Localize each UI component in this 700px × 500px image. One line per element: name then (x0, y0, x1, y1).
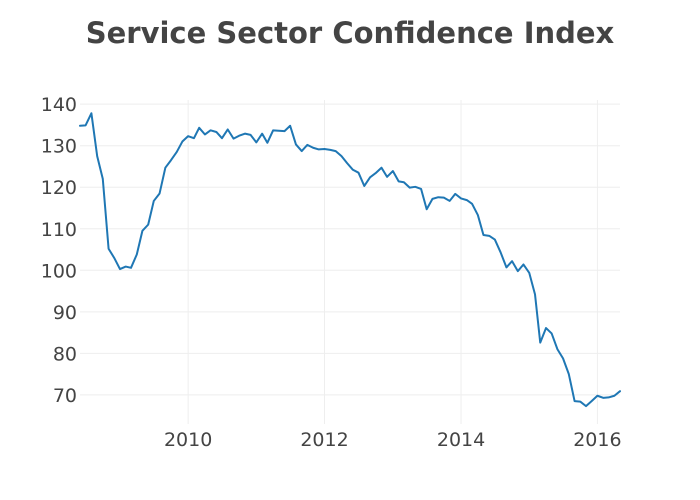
y-tick-label: 120 (41, 177, 77, 199)
y-axis-tick-labels: 70 80 90 100 110 120 130 140 (41, 94, 77, 407)
x-tick-label: 2010 (164, 429, 212, 451)
y-tick-label: 70 (53, 385, 77, 407)
x-tick-label: 2016 (573, 429, 621, 451)
chart-title: Service Sector Confidence Index (85, 16, 615, 50)
y-tick-label: 110 (41, 219, 77, 241)
y-tick-label: 80 (53, 343, 77, 365)
x-gridlines (187, 100, 598, 424)
series-group (79, 112, 621, 408)
x-axis-tick-labels: 2010 2012 2014 2016 (164, 429, 622, 451)
x-tick-label: 2014 (437, 429, 485, 451)
y-tick-label: 100 (41, 260, 77, 282)
x-tick-label: 2012 (300, 429, 348, 451)
y-tick-label: 140 (41, 94, 77, 116)
y-gridlines (80, 103, 620, 396)
y-tick-label: 130 (41, 136, 77, 158)
y-tick-label: 90 (53, 302, 77, 324)
series-line (79, 112, 621, 408)
